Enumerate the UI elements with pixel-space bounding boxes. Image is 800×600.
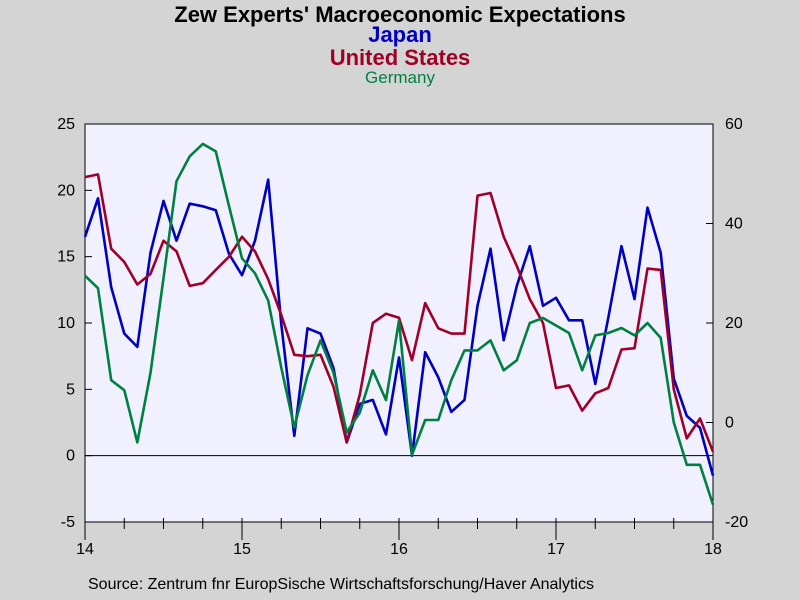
subtitle-united-states: United States [329, 45, 471, 70]
left-tick-label: 25 [57, 116, 75, 133]
right-tick-label: 60 [725, 116, 743, 133]
series-line-united-states [84, 173, 715, 453]
left-tick-label: 5 [66, 381, 75, 398]
x-tick-label: 18 [704, 541, 722, 558]
right-tick-label: 20 [725, 315, 743, 332]
left-tick-label: 20 [57, 182, 75, 199]
left-tick-label: -5 [61, 514, 75, 531]
axes: 25 20 15 10 5 0 -5 60 40 20 0 -20 14 15 16 17 18 [57, 116, 748, 558]
left-tick-label: 0 [66, 448, 75, 465]
left-tick-label: 10 [57, 315, 75, 332]
subtitle-germany: Germany [365, 68, 435, 87]
x-tick-label: 16 [390, 541, 408, 558]
source-note: Source: Zentrum fnr EuropSische Wirtscha… [88, 576, 594, 593]
x-tick-label: 14 [76, 541, 94, 558]
right-tick-label: -20 [725, 514, 748, 531]
series-line-japan [83, 178, 715, 476]
series-lines [83, 142, 715, 506]
subtitle-japan: Japan [368, 22, 432, 47]
x-tick-label: 15 [233, 541, 251, 558]
series-line-germany [84, 142, 715, 506]
right-tick-label: 40 [725, 216, 743, 233]
left-tick-label: 15 [57, 249, 75, 266]
right-tick-label: 0 [725, 415, 734, 432]
chart-title: Zew Experts' Macroeconomic Expectations [174, 2, 626, 27]
x-tick-label: 17 [547, 541, 565, 558]
